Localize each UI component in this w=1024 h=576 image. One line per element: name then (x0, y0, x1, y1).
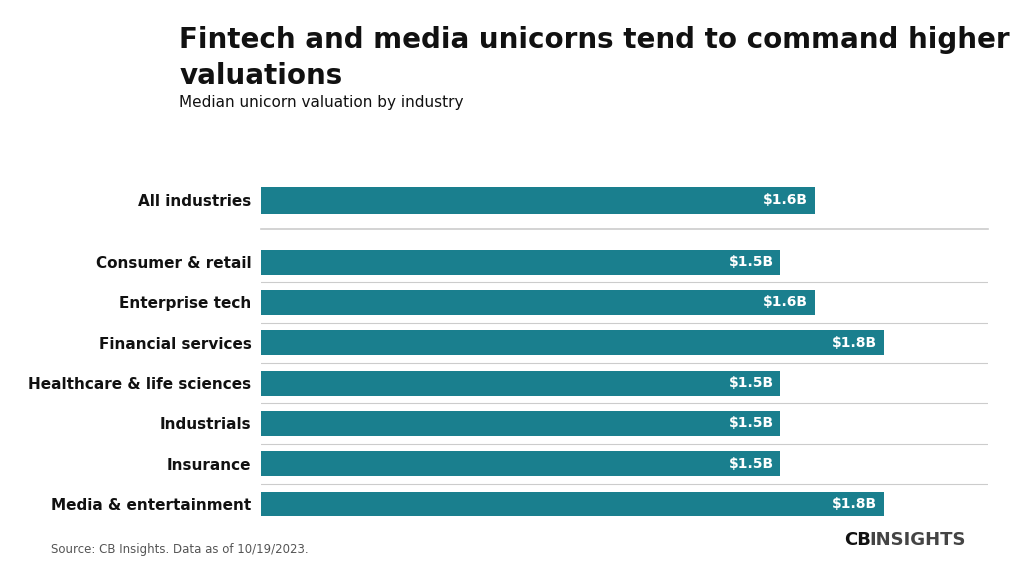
Text: Median unicorn valuation by industry: Median unicorn valuation by industry (179, 95, 464, 110)
Bar (89, 33, 119, 64)
Text: $1.5B: $1.5B (728, 376, 773, 390)
Text: INSIGHTS: INSIGHTS (869, 531, 966, 550)
Bar (820, 529, 834, 543)
Bar (261, 330, 885, 355)
Bar (808, 545, 818, 557)
Text: $1.5B: $1.5B (728, 255, 773, 269)
Bar (261, 370, 780, 396)
Bar (261, 187, 815, 214)
Bar (261, 290, 815, 315)
Bar (89, 69, 119, 97)
Bar (820, 545, 834, 557)
Bar (261, 249, 780, 275)
Text: valuations: valuations (179, 62, 342, 90)
Text: Fintech and media unicorns tend to command higher: Fintech and media unicorns tend to comma… (179, 26, 1010, 54)
Text: $1.8B: $1.8B (833, 497, 878, 511)
Bar (60, 69, 84, 97)
FancyBboxPatch shape (58, 31, 86, 66)
Text: $1.6B: $1.6B (763, 193, 808, 207)
Text: $1.6B: $1.6B (763, 295, 808, 309)
Bar (261, 411, 780, 436)
FancyBboxPatch shape (807, 528, 819, 544)
Bar (261, 451, 780, 476)
Text: $1.5B: $1.5B (728, 416, 773, 430)
Text: CB: CB (844, 531, 870, 550)
Text: $1.8B: $1.8B (833, 336, 878, 350)
Text: $1.5B: $1.5B (728, 457, 773, 471)
Bar (261, 491, 885, 517)
Text: Source: CB Insights. Data as of 10/19/2023.: Source: CB Insights. Data as of 10/19/20… (51, 543, 309, 556)
